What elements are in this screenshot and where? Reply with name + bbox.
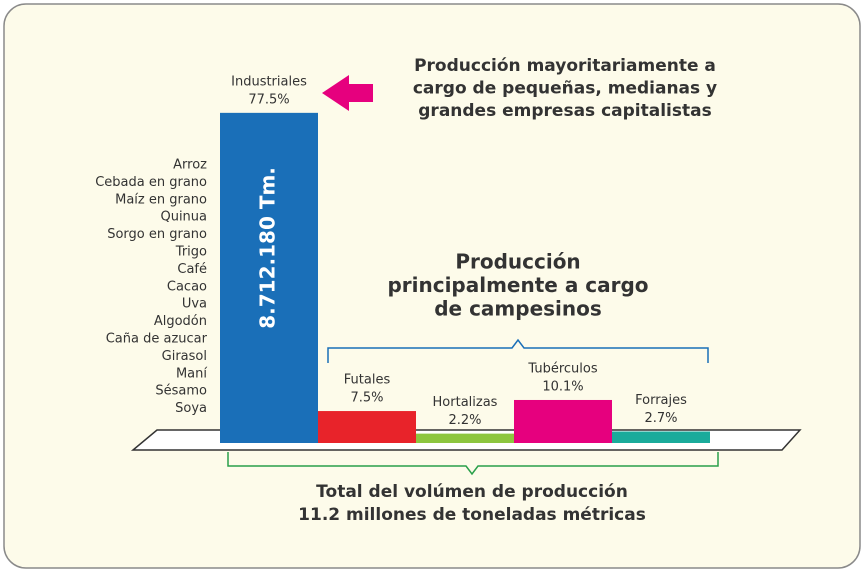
brace-total [227,452,719,476]
arrow [322,75,373,111]
bar-annotation: 8.712.180 Tm. [256,167,280,329]
total-note: Total del volúmen de producción [316,482,628,502]
peasant-note: Producción [455,250,580,274]
crop-label: Cacao [167,279,207,294]
crop-label: Maíz en grano [115,192,207,207]
bar [612,431,710,443]
bar [416,433,514,443]
crop-label: Sésamo [155,384,207,399]
value-label: 2.7% [644,411,677,426]
crop-label: Uva [182,297,207,312]
value-label: 2.2% [448,413,481,428]
industrial-note: grandes empresas capitalistas [418,101,711,121]
industrial-note: Producción mayoritariamente a [414,56,716,76]
crop-label: Sorgo en grano [107,227,207,242]
category-label: Industriales [231,74,307,89]
peasant-note: de campesinos [434,297,602,321]
value-label: 10.1% [542,379,583,394]
category-label: Futales [344,373,391,388]
value-label: 7.5% [350,391,383,406]
value-label: 77.5% [248,92,289,107]
crop-label: Soya [175,401,207,416]
peasant-note: principalmente a cargo [387,273,648,297]
crop-label: Cebada en grano [95,175,207,190]
crop-label: Girasol [162,349,207,364]
crop-label: Algodón [154,314,207,329]
category-label: Forrajes [635,393,687,408]
crop-label: Arroz [173,158,207,173]
crop-label: Caña de azucar [106,332,208,347]
background [3,3,861,569]
category-label: Hortalizas [433,395,498,410]
total-note: 11.2 millones de toneladas métricas [298,505,646,525]
crop-label: Trigo [175,245,207,260]
industrial-note: cargo de pequeñas, medianas y [413,79,717,99]
bar [514,399,612,443]
crop-label: Quinua [160,210,207,225]
category-label: Tubérculos [527,361,597,376]
crop-label: Maní [176,366,207,381]
bar [220,112,318,443]
crop-label: Café [177,262,207,277]
brace-peasant [327,338,709,363]
bar [318,411,416,443]
